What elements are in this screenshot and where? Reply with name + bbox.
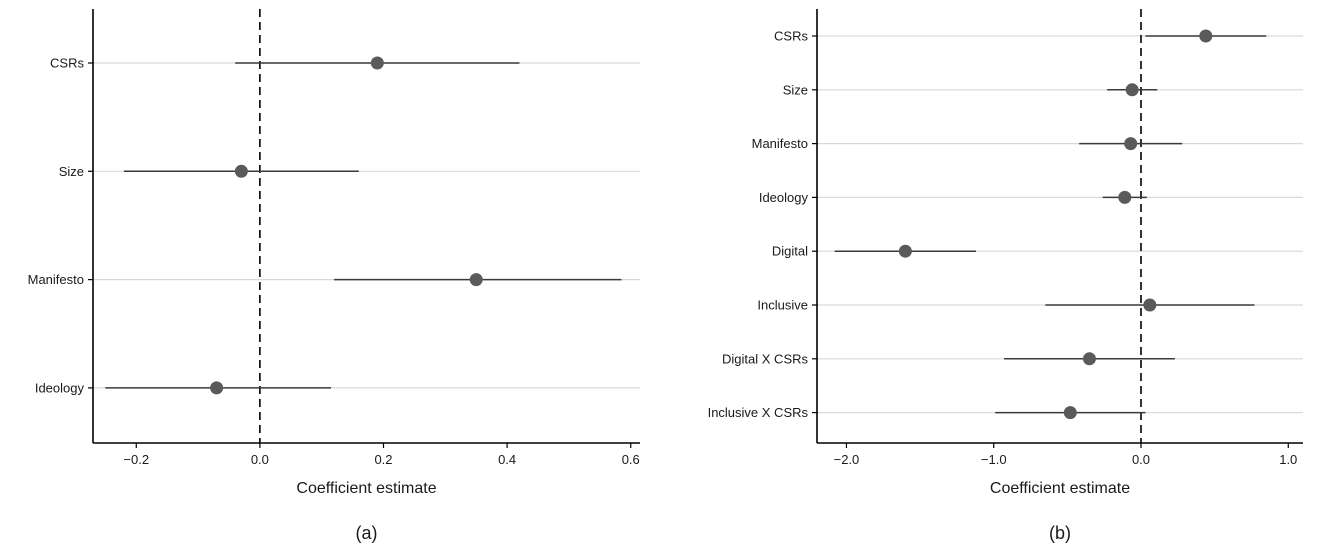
panel-a-estimate-size — [234, 164, 248, 178]
panel-a-x-tick-label: 0.2 — [374, 452, 392, 467]
panel-a-x-tick-label: 0.6 — [622, 452, 640, 467]
panel-a-x-axis-title: Coefficient estimate — [296, 480, 436, 497]
panel-b-estimate-digital — [898, 244, 912, 258]
panel-a-estimate-ideology — [210, 381, 224, 395]
panel-a-x-tick-label: 0.0 — [251, 452, 269, 467]
panel-a-estimate-csrs — [370, 56, 384, 70]
panel-b-x-tick-label: −1.0 — [981, 452, 1007, 467]
panel-a-category-label: Size — [59, 164, 84, 179]
panel-b-estimate-size — [1125, 83, 1139, 97]
panel-b-estimate-ideology — [1118, 190, 1132, 204]
panel-b-category-label: Ideology — [759, 190, 809, 205]
panel-b-estimate-inclusive-x-csrs — [1063, 406, 1077, 420]
panel-b-x-axis-title: Coefficient estimate — [990, 480, 1130, 497]
panel-b-category-label: Digital X CSRs — [722, 351, 808, 366]
panel-a-label: (a) — [356, 523, 378, 543]
panel-a-x-tick-label: 0.4 — [498, 452, 516, 467]
panel-a-x-tick-label: −0.2 — [123, 452, 149, 467]
panel-b-estimate-manifesto — [1124, 137, 1138, 151]
panel-a-category-label: Ideology — [35, 380, 85, 395]
panel-b-category-label: Manifesto — [752, 136, 808, 151]
panel-b-estimate-digital-x-csrs — [1082, 352, 1096, 366]
panel-b-estimate-csrs — [1199, 29, 1213, 43]
panel-b-x-tick-label: 0.0 — [1132, 452, 1150, 467]
panel-b-category-label: Inclusive — [757, 298, 808, 313]
panel-b-category-label: CSRs — [774, 29, 808, 44]
panel-a-estimate-manifesto — [469, 273, 483, 287]
panel-b: CSRs Size Manifesto Ideology Digital Inclusiv… — [708, 9, 1303, 543]
panel-a-category-label: Manifesto — [28, 272, 84, 287]
panel-b-category-label: Inclusive X CSRs — [708, 405, 809, 420]
panel-a: CSRs Size Manifesto Ideology −0.2 0.0 0.2 0.4 0.… — [28, 9, 640, 543]
panel-b-x-tick-label: 1.0 — [1279, 452, 1297, 467]
panel-b-x-tick-label: −2.0 — [834, 452, 860, 467]
panel-b-category-label: Size — [783, 82, 808, 97]
panel-a-category-label: CSRs — [50, 56, 84, 71]
panel-b-category-label: Digital — [772, 244, 808, 259]
panel-b-estimate-inclusive — [1143, 298, 1157, 312]
panel-b-label: (b) — [1049, 523, 1071, 543]
